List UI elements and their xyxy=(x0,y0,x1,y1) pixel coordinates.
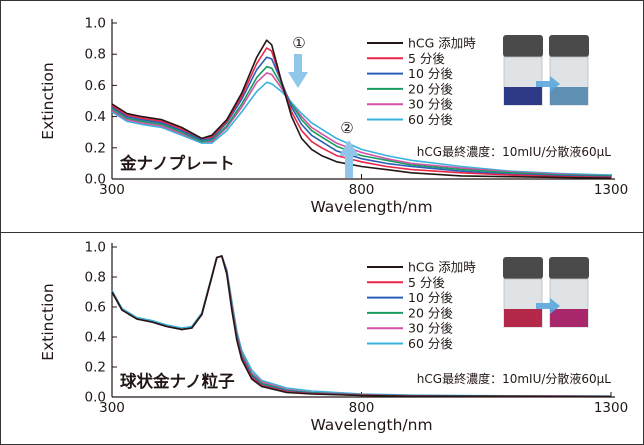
panel-label: 球状金ナノ粒子 xyxy=(120,371,235,391)
vial-cap xyxy=(549,257,589,279)
x-tick-label: 1300 xyxy=(594,182,628,198)
increase-arrow-icon xyxy=(339,140,359,178)
legend-entry: 10 分後 xyxy=(408,66,453,81)
curve-series-4 xyxy=(111,72,612,177)
x-tick-label: 800 xyxy=(349,182,375,198)
legend-entry: 20 分後 xyxy=(408,305,453,320)
y-tick-label: 0.6 xyxy=(85,78,106,94)
curve-series-0 xyxy=(111,255,612,398)
vial-cap xyxy=(503,257,543,279)
panel-label: 金ナノプレート xyxy=(119,153,235,173)
legend-entry: 5 分後 xyxy=(408,275,445,290)
legend-entry: 60 分後 xyxy=(408,336,453,351)
y-tick-label: 0.4 xyxy=(85,109,106,125)
chart-panel-sphere: 0.0 0.2 0.4 0.6 0.8 1.0 300 800 1300 Wavelength/n… xyxy=(39,240,628,435)
legend-entry: 20 分後 xyxy=(408,81,453,96)
y-tick-label: 1.0 xyxy=(85,16,106,32)
vial-liquid xyxy=(504,309,542,327)
y-axis-label: Extinction xyxy=(39,283,57,360)
legend-entry: 60 分後 xyxy=(408,112,453,127)
y-tick-label: 0.2 xyxy=(85,140,106,156)
x-tick-label: 800 xyxy=(349,400,375,416)
vial-liquid xyxy=(550,87,588,105)
legend-entry: 5 分後 xyxy=(408,51,445,66)
concentration-note: hCG最終濃度：10mIU/分散液60μL xyxy=(417,144,612,159)
y-tick-label: 0.8 xyxy=(85,270,106,286)
curve-series-0 xyxy=(111,39,612,179)
y-tick-label: 0.6 xyxy=(85,300,106,316)
y-tick-label: 0.2 xyxy=(85,360,106,376)
legend-entry: 30 分後 xyxy=(408,97,453,112)
curve-series-5 xyxy=(111,81,612,176)
vial-before xyxy=(503,35,543,106)
x-axis-label: Wavelength/nm xyxy=(310,198,432,216)
y-tick-label: 1.0 xyxy=(85,240,106,256)
vial-liquid xyxy=(504,87,542,105)
vial-after xyxy=(549,257,589,328)
panel-divider xyxy=(0,232,644,233)
curve-series-3 xyxy=(111,65,612,177)
x-tick-label: 300 xyxy=(99,400,125,416)
vial-before xyxy=(503,257,543,328)
legend-entry: hCG 添加時 xyxy=(408,260,476,275)
legend-entry: 30 分後 xyxy=(408,321,453,336)
x-tick-label: 300 xyxy=(99,182,125,198)
y-tick-label: 0.8 xyxy=(85,47,106,63)
decrease-arrow-icon xyxy=(288,54,308,88)
y-axis-label: Extinction xyxy=(39,62,57,139)
vial-arrow-icon xyxy=(536,76,560,92)
vial-liquid xyxy=(550,309,588,327)
vial-arrow-icon xyxy=(536,298,560,314)
annotation-2: ② xyxy=(340,119,353,137)
y-tick-label: 0.0 xyxy=(85,390,106,406)
vial-cap xyxy=(503,35,543,57)
legend-entry: hCG 添加時 xyxy=(408,36,476,51)
x-tick-label: 1300 xyxy=(594,400,628,416)
x-axis-label: Wavelength/nm xyxy=(310,416,432,434)
legend-entry: 10 分後 xyxy=(408,290,453,305)
chart-panel-plate: 0.0 0.2 0.4 0.6 0.8 1.0 300 800 1300 Wavelength/n… xyxy=(39,16,628,217)
concentration-note: hCG最終濃度：10mIU/分散液60μL xyxy=(417,371,612,386)
y-tick-label: 0.4 xyxy=(85,330,106,346)
vial-after xyxy=(549,35,589,106)
vial-cap xyxy=(549,35,589,57)
annotation-1: ① xyxy=(292,34,305,52)
y-tick-label: 0.0 xyxy=(85,172,106,188)
